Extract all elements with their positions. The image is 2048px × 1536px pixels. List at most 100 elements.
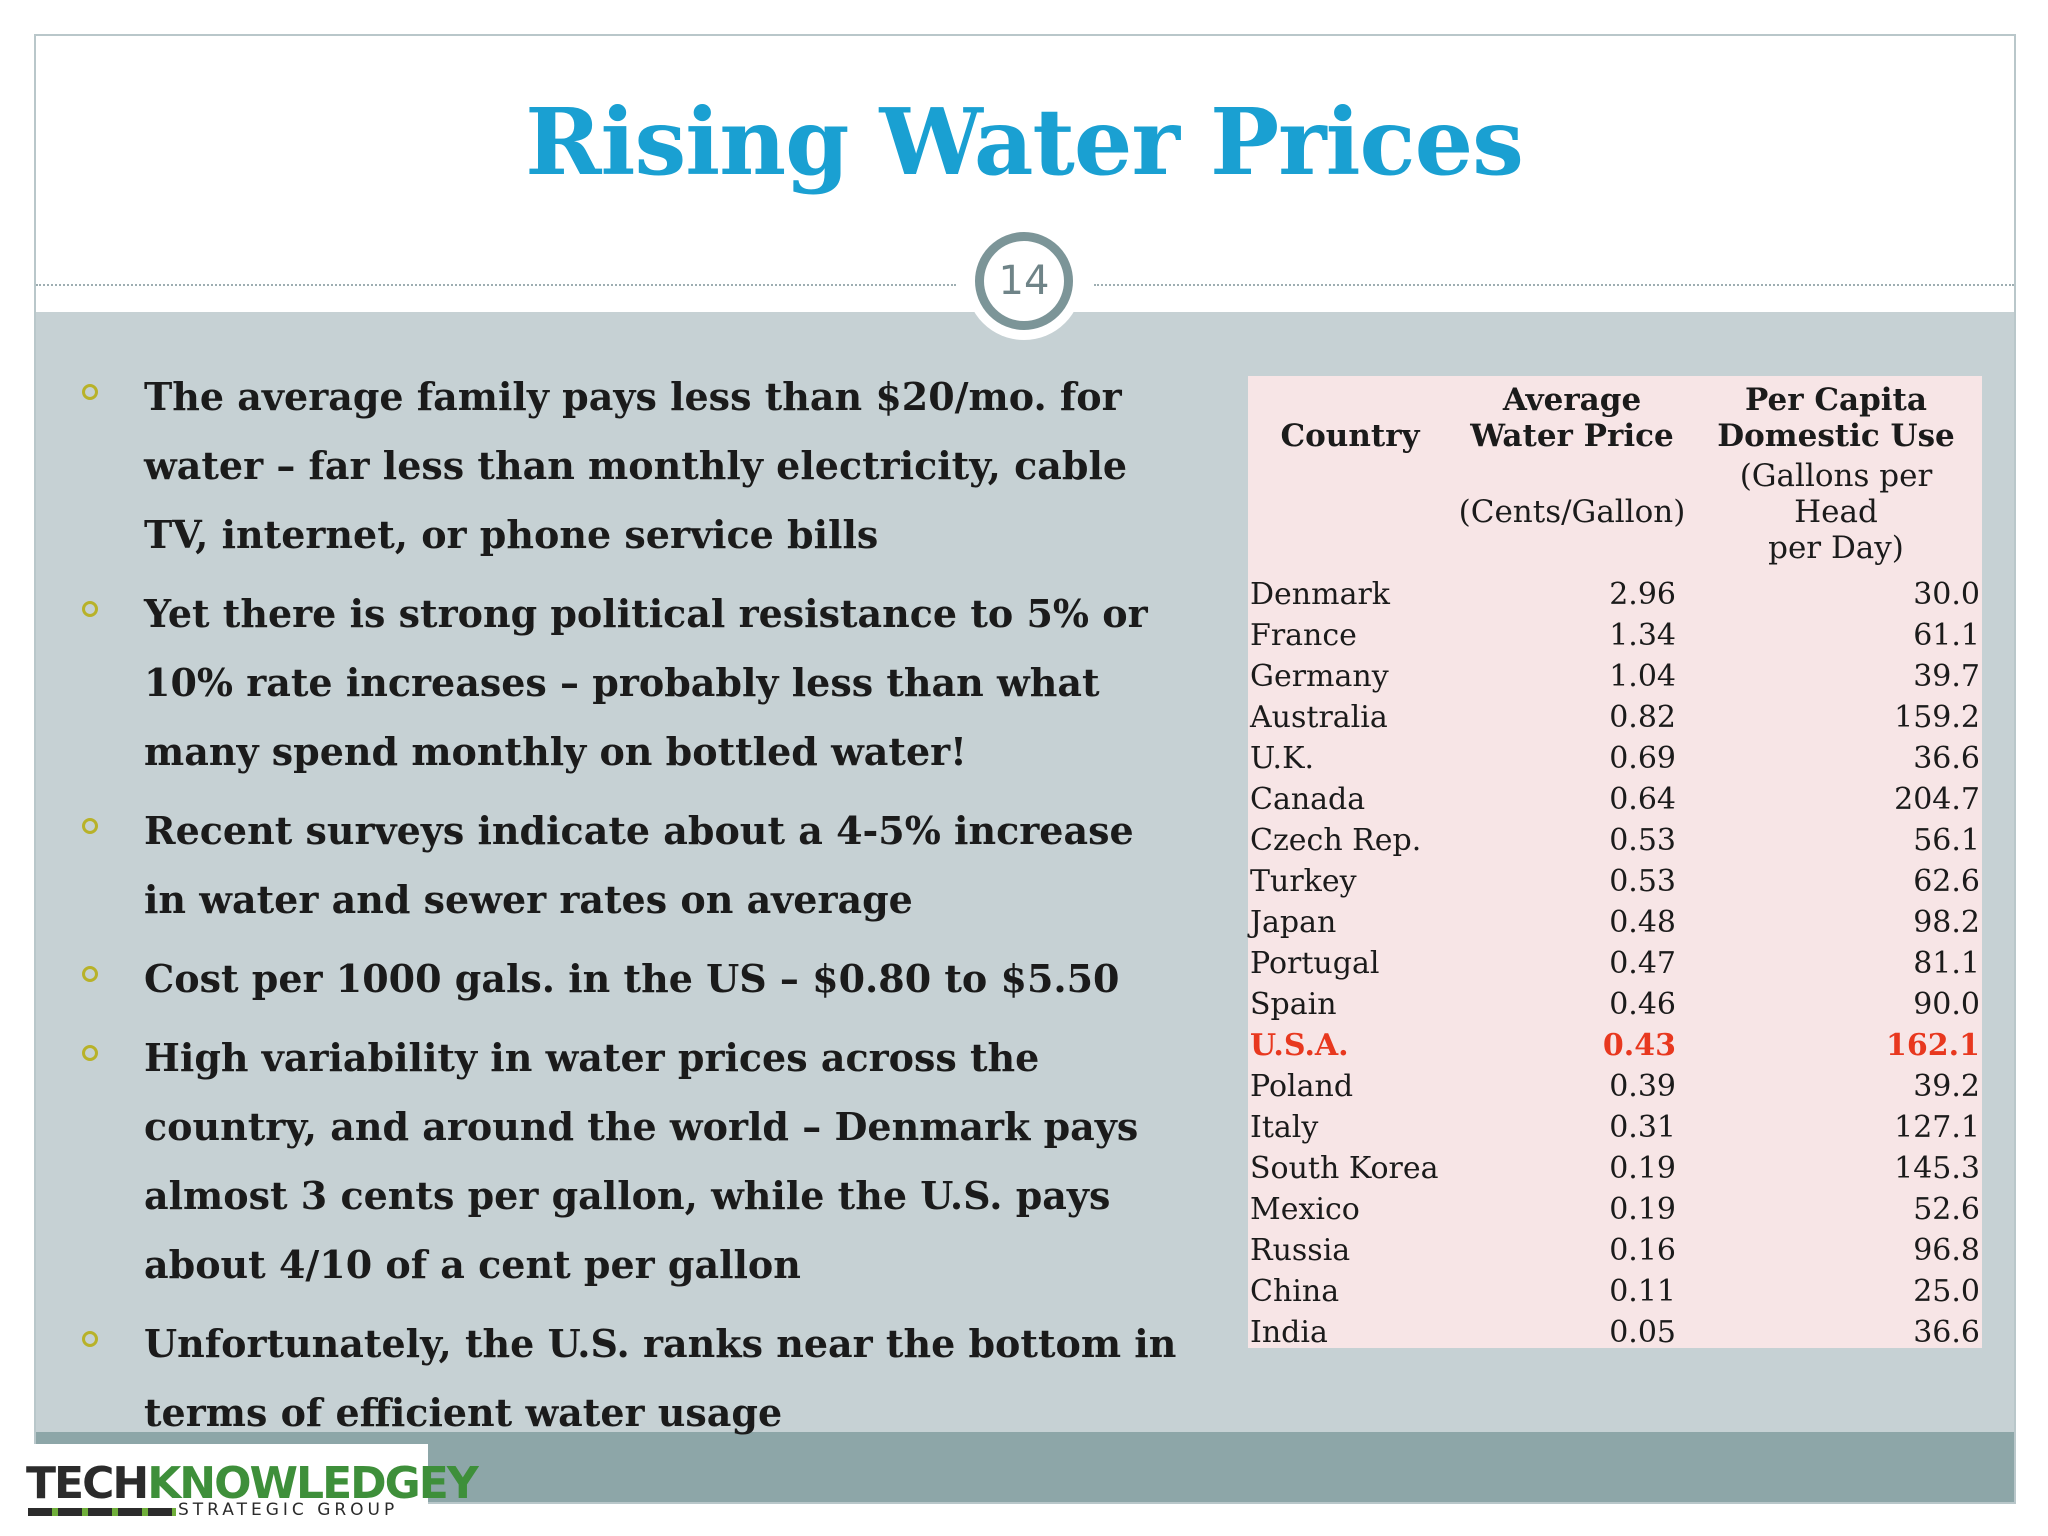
cell-country: Denmark <box>1250 577 1390 612</box>
bullet-item: Yet there is strong political resistance… <box>80 579 1180 786</box>
cell-price: 0.53 <box>1609 864 1676 899</box>
cell-price: 1.34 <box>1609 618 1676 653</box>
header-price-line1: Average <box>1502 382 1642 418</box>
company-logo: TECHKNOWLEDGEY <box>0 1444 479 1524</box>
header-use-unit: (Gallons per Head per Day) <box>1739 458 1933 566</box>
bullet-text: The average family pays less than $20/mo… <box>144 374 1128 557</box>
cell-price: 0.53 <box>1609 823 1676 858</box>
table-row: Italy 0.31 127.1 <box>1248 1107 1982 1148</box>
cell-country: Italy <box>1250 1110 1319 1145</box>
cell-use: 90.0 <box>1913 987 1980 1022</box>
table-row: Canada 0.64 204.7 <box>1248 779 1982 820</box>
cell-country: Canada <box>1250 782 1366 817</box>
table-row: China 0.11 25.0 <box>1248 1271 1982 1312</box>
cell-use: 30.0 <box>1913 577 1980 612</box>
cell-use: 127.1 <box>1894 1110 1980 1145</box>
table-row: Denmark 2.96 30.0 <box>1248 574 1982 615</box>
water-price-table <box>1248 376 1982 1348</box>
bullet-text: High variability in water prices across … <box>144 1035 1139 1287</box>
logo-bar <box>28 1508 176 1516</box>
cell-use: 204.7 <box>1894 782 1980 817</box>
table-row: Russia 0.16 96.8 <box>1248 1230 1982 1271</box>
cell-price: 0.19 <box>1609 1151 1676 1186</box>
table-row: Mexico 0.19 52.6 <box>1248 1189 1982 1230</box>
table-body: Denmark 2.96 30.0 France 1.34 61.1 Germany 1.04… <box>1248 574 1982 1353</box>
table-row: Poland 0.39 39.2 <box>1248 1066 1982 1107</box>
page-number: 14 <box>975 232 1073 330</box>
header-use-line1: Per Capita <box>1745 382 1927 418</box>
bullet-circle-icon <box>82 1331 98 1347</box>
cell-price: 0.16 <box>1609 1233 1676 1268</box>
bullet-circle-icon <box>82 384 98 400</box>
cell-country: France <box>1250 618 1357 653</box>
logo-subtitle: STRATEGIC GROUP <box>178 1500 399 1520</box>
bullet-item: High variability in water prices across … <box>80 1023 1180 1299</box>
cell-country: Russia <box>1250 1233 1351 1268</box>
cell-country: Portugal <box>1250 946 1380 981</box>
cell-price: 2.96 <box>1609 577 1676 612</box>
cell-country: U.K. <box>1250 741 1315 776</box>
cell-price: 0.46 <box>1609 987 1676 1022</box>
cell-use: 39.2 <box>1913 1069 1980 1104</box>
table-row: Spain 0.46 90.0 <box>1248 984 1982 1025</box>
cell-country: South Korea <box>1250 1151 1439 1186</box>
bullet-circle-icon <box>82 818 98 834</box>
cell-use: 61.1 <box>1913 618 1980 653</box>
bullet-text: Recent surveys indicate about a 4-5% inc… <box>144 808 1134 922</box>
cell-price: 1.04 <box>1609 659 1676 694</box>
table-row: Germany 1.04 39.7 <box>1248 656 1982 697</box>
bullet-text: Yet there is strong political resistance… <box>144 591 1148 774</box>
bullet-circle-icon <box>82 601 98 617</box>
cell-country: China <box>1250 1274 1340 1309</box>
cell-use: 159.2 <box>1894 700 1980 735</box>
table-row: Australia 0.82 159.2 <box>1248 697 1982 738</box>
cell-use: 25.0 <box>1913 1274 1980 1309</box>
table-row: France 1.34 61.1 <box>1248 615 1982 656</box>
table-row: Turkey 0.53 62.6 <box>1248 861 1982 902</box>
logo-wordmark: TECHKNOWLEDGEY <box>26 1458 479 1509</box>
bullet-circle-icon <box>82 1045 98 1061</box>
bullet-item: Unfortunately, the U.S. ranks near the b… <box>80 1309 1180 1447</box>
cell-price: 0.05 <box>1609 1315 1676 1350</box>
cell-price: 0.48 <box>1609 905 1676 940</box>
cell-price: 0.69 <box>1609 741 1676 776</box>
table-row: U.K. 0.69 36.6 <box>1248 738 1982 779</box>
cell-country: U.S.A. <box>1250 1028 1349 1063</box>
cell-country: Spain <box>1250 987 1337 1022</box>
slide-title: Rising Water Prices <box>525 88 1524 196</box>
cell-use: 145.3 <box>1894 1151 1980 1186</box>
header-country: Country <box>1280 418 1420 454</box>
header-price: Average Water Price <box>1448 382 1696 454</box>
cell-country: Mexico <box>1250 1192 1360 1227</box>
bullet-item: Recent surveys indicate about a 4-5% inc… <box>80 796 1180 934</box>
cell-use: 52.6 <box>1913 1192 1980 1227</box>
cell-price: 0.64 <box>1609 782 1676 817</box>
cell-price: 0.82 <box>1609 700 1676 735</box>
cell-price: 0.43 <box>1602 1028 1676 1063</box>
cell-country: India <box>1250 1315 1328 1350</box>
cell-use: 39.7 <box>1913 659 1980 694</box>
cell-price: 0.31 <box>1609 1110 1676 1145</box>
cell-country: Turkey <box>1250 864 1357 899</box>
cell-country: Germany <box>1250 659 1389 694</box>
title-divider-right <box>1094 284 2014 286</box>
table-row: U.S.A. 0.43 162.1 <box>1248 1025 1982 1066</box>
header-price-unit: (Cents/Gallon) <box>1458 494 1686 530</box>
table-row: India 0.05 36.6 <box>1248 1312 1982 1353</box>
header-use: Per Capita Domestic Use <box>1696 382 1976 454</box>
table-row: South Korea 0.19 145.3 <box>1248 1148 1982 1189</box>
cell-country: Czech Rep. <box>1250 823 1422 858</box>
header-price-line2: Water Price <box>1470 418 1674 454</box>
title-divider-left <box>36 284 956 286</box>
cell-use: 96.8 <box>1913 1233 1980 1268</box>
cell-price: 0.19 <box>1609 1192 1676 1227</box>
cell-country: Poland <box>1250 1069 1354 1104</box>
bullet-list: The average family pays less than $20/mo… <box>80 362 1180 1457</box>
cell-use: 162.1 <box>1886 1028 1980 1063</box>
bullet-item: The average family pays less than $20/mo… <box>80 362 1180 569</box>
table-row: Portugal 0.47 81.1 <box>1248 943 1982 984</box>
cell-use: 56.1 <box>1913 823 1980 858</box>
cell-use: 36.6 <box>1913 741 1980 776</box>
bullet-text: Unfortunately, the U.S. ranks near the b… <box>144 1321 1177 1435</box>
header-use-line2: Domestic Use <box>1717 418 1955 454</box>
